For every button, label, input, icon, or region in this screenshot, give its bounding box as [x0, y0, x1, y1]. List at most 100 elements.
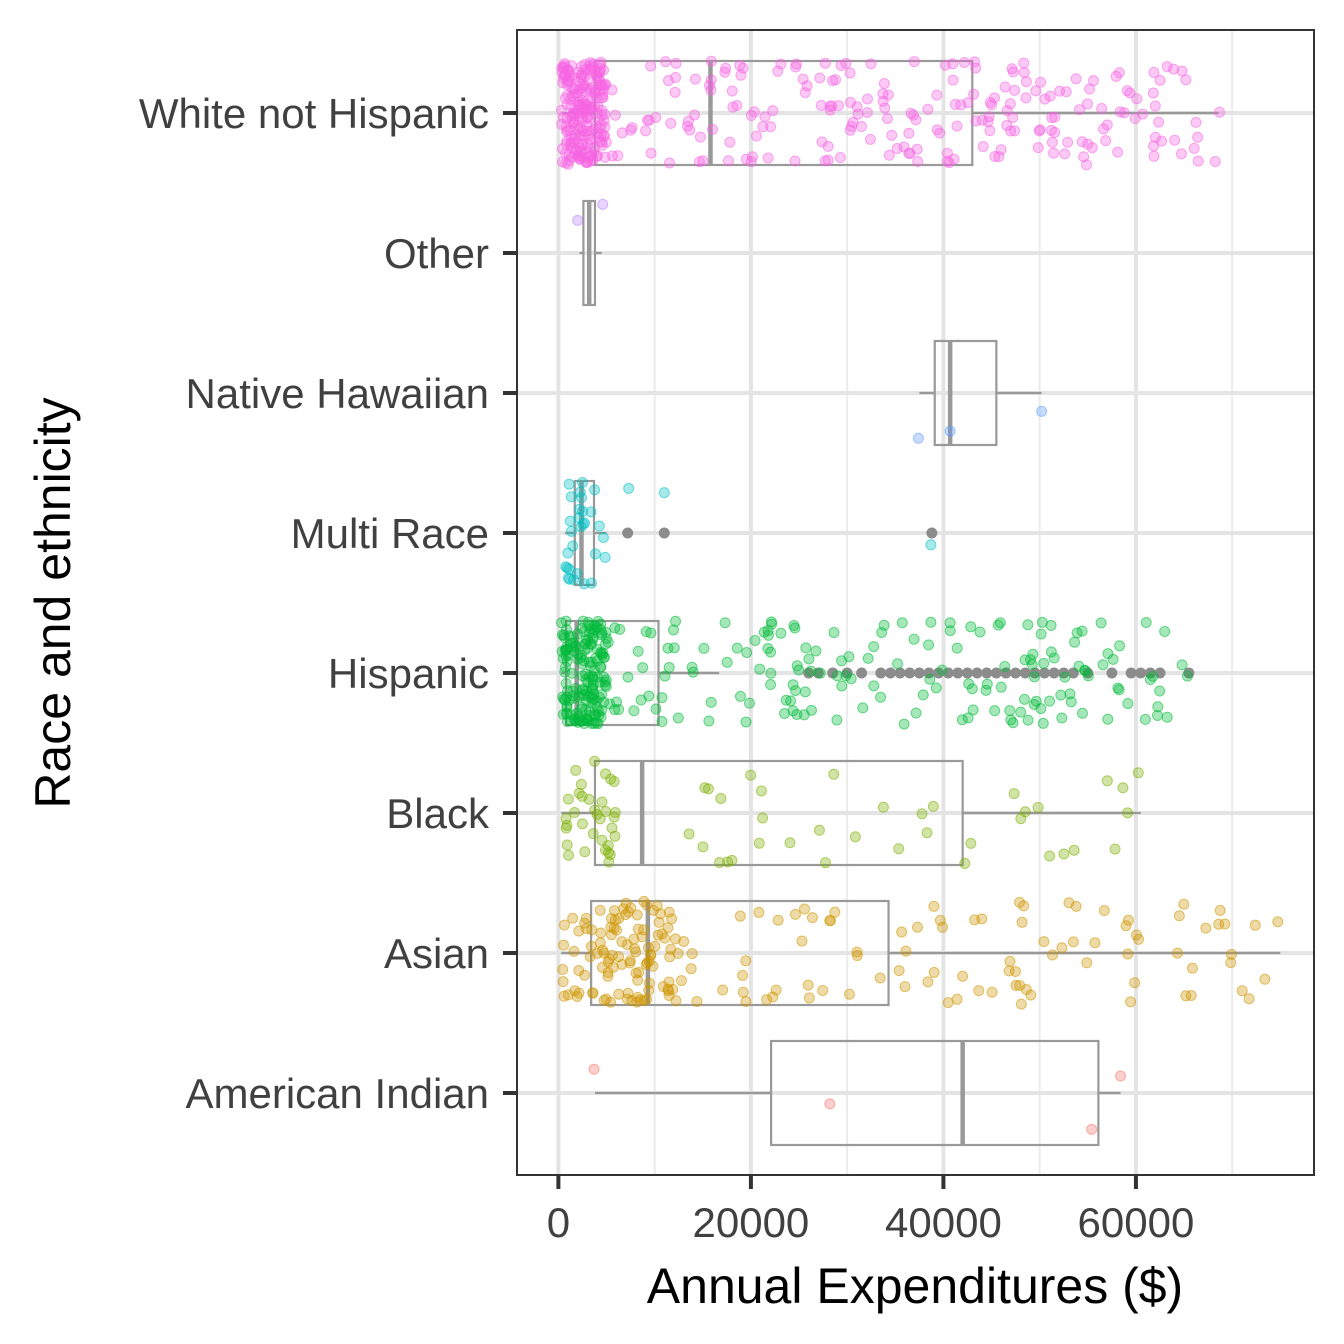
jitter-point — [944, 425, 956, 437]
jitter-point — [590, 548, 602, 560]
jitter-point — [770, 984, 782, 996]
jitter-point — [715, 792, 727, 804]
jitter-point — [606, 822, 618, 834]
jitter-point — [745, 110, 757, 122]
jitter-point — [1149, 100, 1161, 112]
outlier-point — [1135, 667, 1147, 679]
jitter-point — [1214, 904, 1226, 916]
jitter-point — [582, 715, 594, 727]
jitter-point — [810, 645, 822, 657]
outlier-point — [1029, 667, 1041, 679]
jitter-point — [911, 921, 923, 933]
jitter-point — [789, 155, 801, 167]
jitter-point — [772, 914, 784, 926]
jitter-point — [1008, 788, 1020, 800]
jitter-point — [814, 72, 826, 84]
jitter-point — [775, 627, 787, 639]
jitter-point — [574, 486, 586, 498]
jitter-point — [620, 909, 632, 921]
jitter-points — [555, 55, 1284, 1135]
jitter-point — [621, 993, 633, 1005]
jitter-point — [572, 119, 584, 131]
jitter-point — [641, 993, 653, 1005]
jitter-point — [589, 755, 601, 767]
y-tick-label: Native Hawaiian — [186, 370, 489, 417]
jitter-point — [722, 155, 734, 167]
jitter-point — [605, 773, 617, 785]
jitter-point — [814, 667, 826, 679]
jitter-point — [576, 477, 588, 489]
jitter-point — [1101, 775, 1113, 787]
jitter-point — [941, 155, 953, 167]
jitter-point — [765, 121, 777, 133]
jitter-point — [565, 491, 577, 503]
jitter-point — [558, 919, 570, 931]
jitter-point — [616, 127, 628, 139]
jitter-point — [597, 531, 609, 543]
jitter-point — [908, 633, 920, 645]
jitter-point — [1180, 990, 1192, 1002]
jitter-point — [868, 680, 880, 692]
jitter-point — [891, 143, 903, 155]
jitter-point — [1117, 782, 1129, 794]
jitter-point — [670, 57, 682, 69]
box-native-hawaiian — [919, 339, 1042, 447]
jitter-point — [594, 904, 606, 916]
jitter-point — [836, 680, 848, 692]
jitter-point — [719, 617, 731, 629]
jitter-point — [806, 912, 818, 924]
jitter-point — [640, 125, 652, 137]
x-tick-label: 20000 — [693, 1199, 810, 1246]
jitter-point — [1054, 85, 1066, 97]
jitter-point — [1035, 703, 1047, 715]
jitter-point — [1098, 123, 1110, 135]
jitter-point — [855, 121, 867, 133]
jitter-point — [999, 661, 1011, 673]
jitter-point — [1070, 900, 1082, 912]
jitter-point — [689, 73, 701, 85]
jitter-point — [665, 943, 677, 955]
outlier-point — [1106, 667, 1118, 679]
jitter-point — [697, 841, 709, 853]
jitter-point — [966, 683, 978, 695]
jitter-point — [878, 77, 890, 89]
jitter-point — [1161, 711, 1173, 723]
jitter-point — [734, 690, 746, 702]
outlier-point — [904, 667, 916, 679]
jitter-point — [922, 976, 934, 988]
jitter-point — [1015, 706, 1027, 718]
jitter-point — [936, 664, 948, 676]
jitter-point — [923, 639, 935, 651]
jitter-point — [819, 857, 831, 869]
jitter-point — [840, 670, 852, 682]
jitter-point — [643, 114, 655, 126]
outlier-point — [926, 527, 938, 539]
jitter-point — [830, 74, 842, 86]
box-iqr — [933, 339, 998, 447]
jitter-point — [892, 658, 904, 670]
jitter-point — [602, 636, 614, 648]
jitter-point — [1014, 980, 1026, 992]
jitter-point — [573, 964, 585, 976]
jitter-point — [669, 86, 681, 98]
jitter-point — [663, 661, 675, 673]
outlier-point — [1183, 667, 1195, 679]
jitter-point — [577, 145, 589, 157]
jitter-point — [1140, 616, 1152, 628]
jitter-point — [937, 921, 949, 933]
jitter-point — [570, 764, 582, 776]
jitter-point — [580, 668, 592, 680]
jitter-point — [609, 914, 621, 926]
jitter-point — [1122, 948, 1134, 960]
jitter-point — [1059, 148, 1071, 160]
jitter-point — [580, 912, 592, 924]
jitter-point — [557, 652, 569, 664]
jitter-point — [1243, 993, 1255, 1005]
jitter-point — [608, 905, 620, 917]
jitter-point — [560, 615, 572, 627]
jitter-point — [561, 716, 573, 728]
jitter-point — [1175, 148, 1187, 160]
jitter-point — [977, 141, 989, 153]
box-iqr — [590, 899, 890, 1007]
x-axis-title: Annual Expenditures ($) — [647, 1258, 1183, 1314]
